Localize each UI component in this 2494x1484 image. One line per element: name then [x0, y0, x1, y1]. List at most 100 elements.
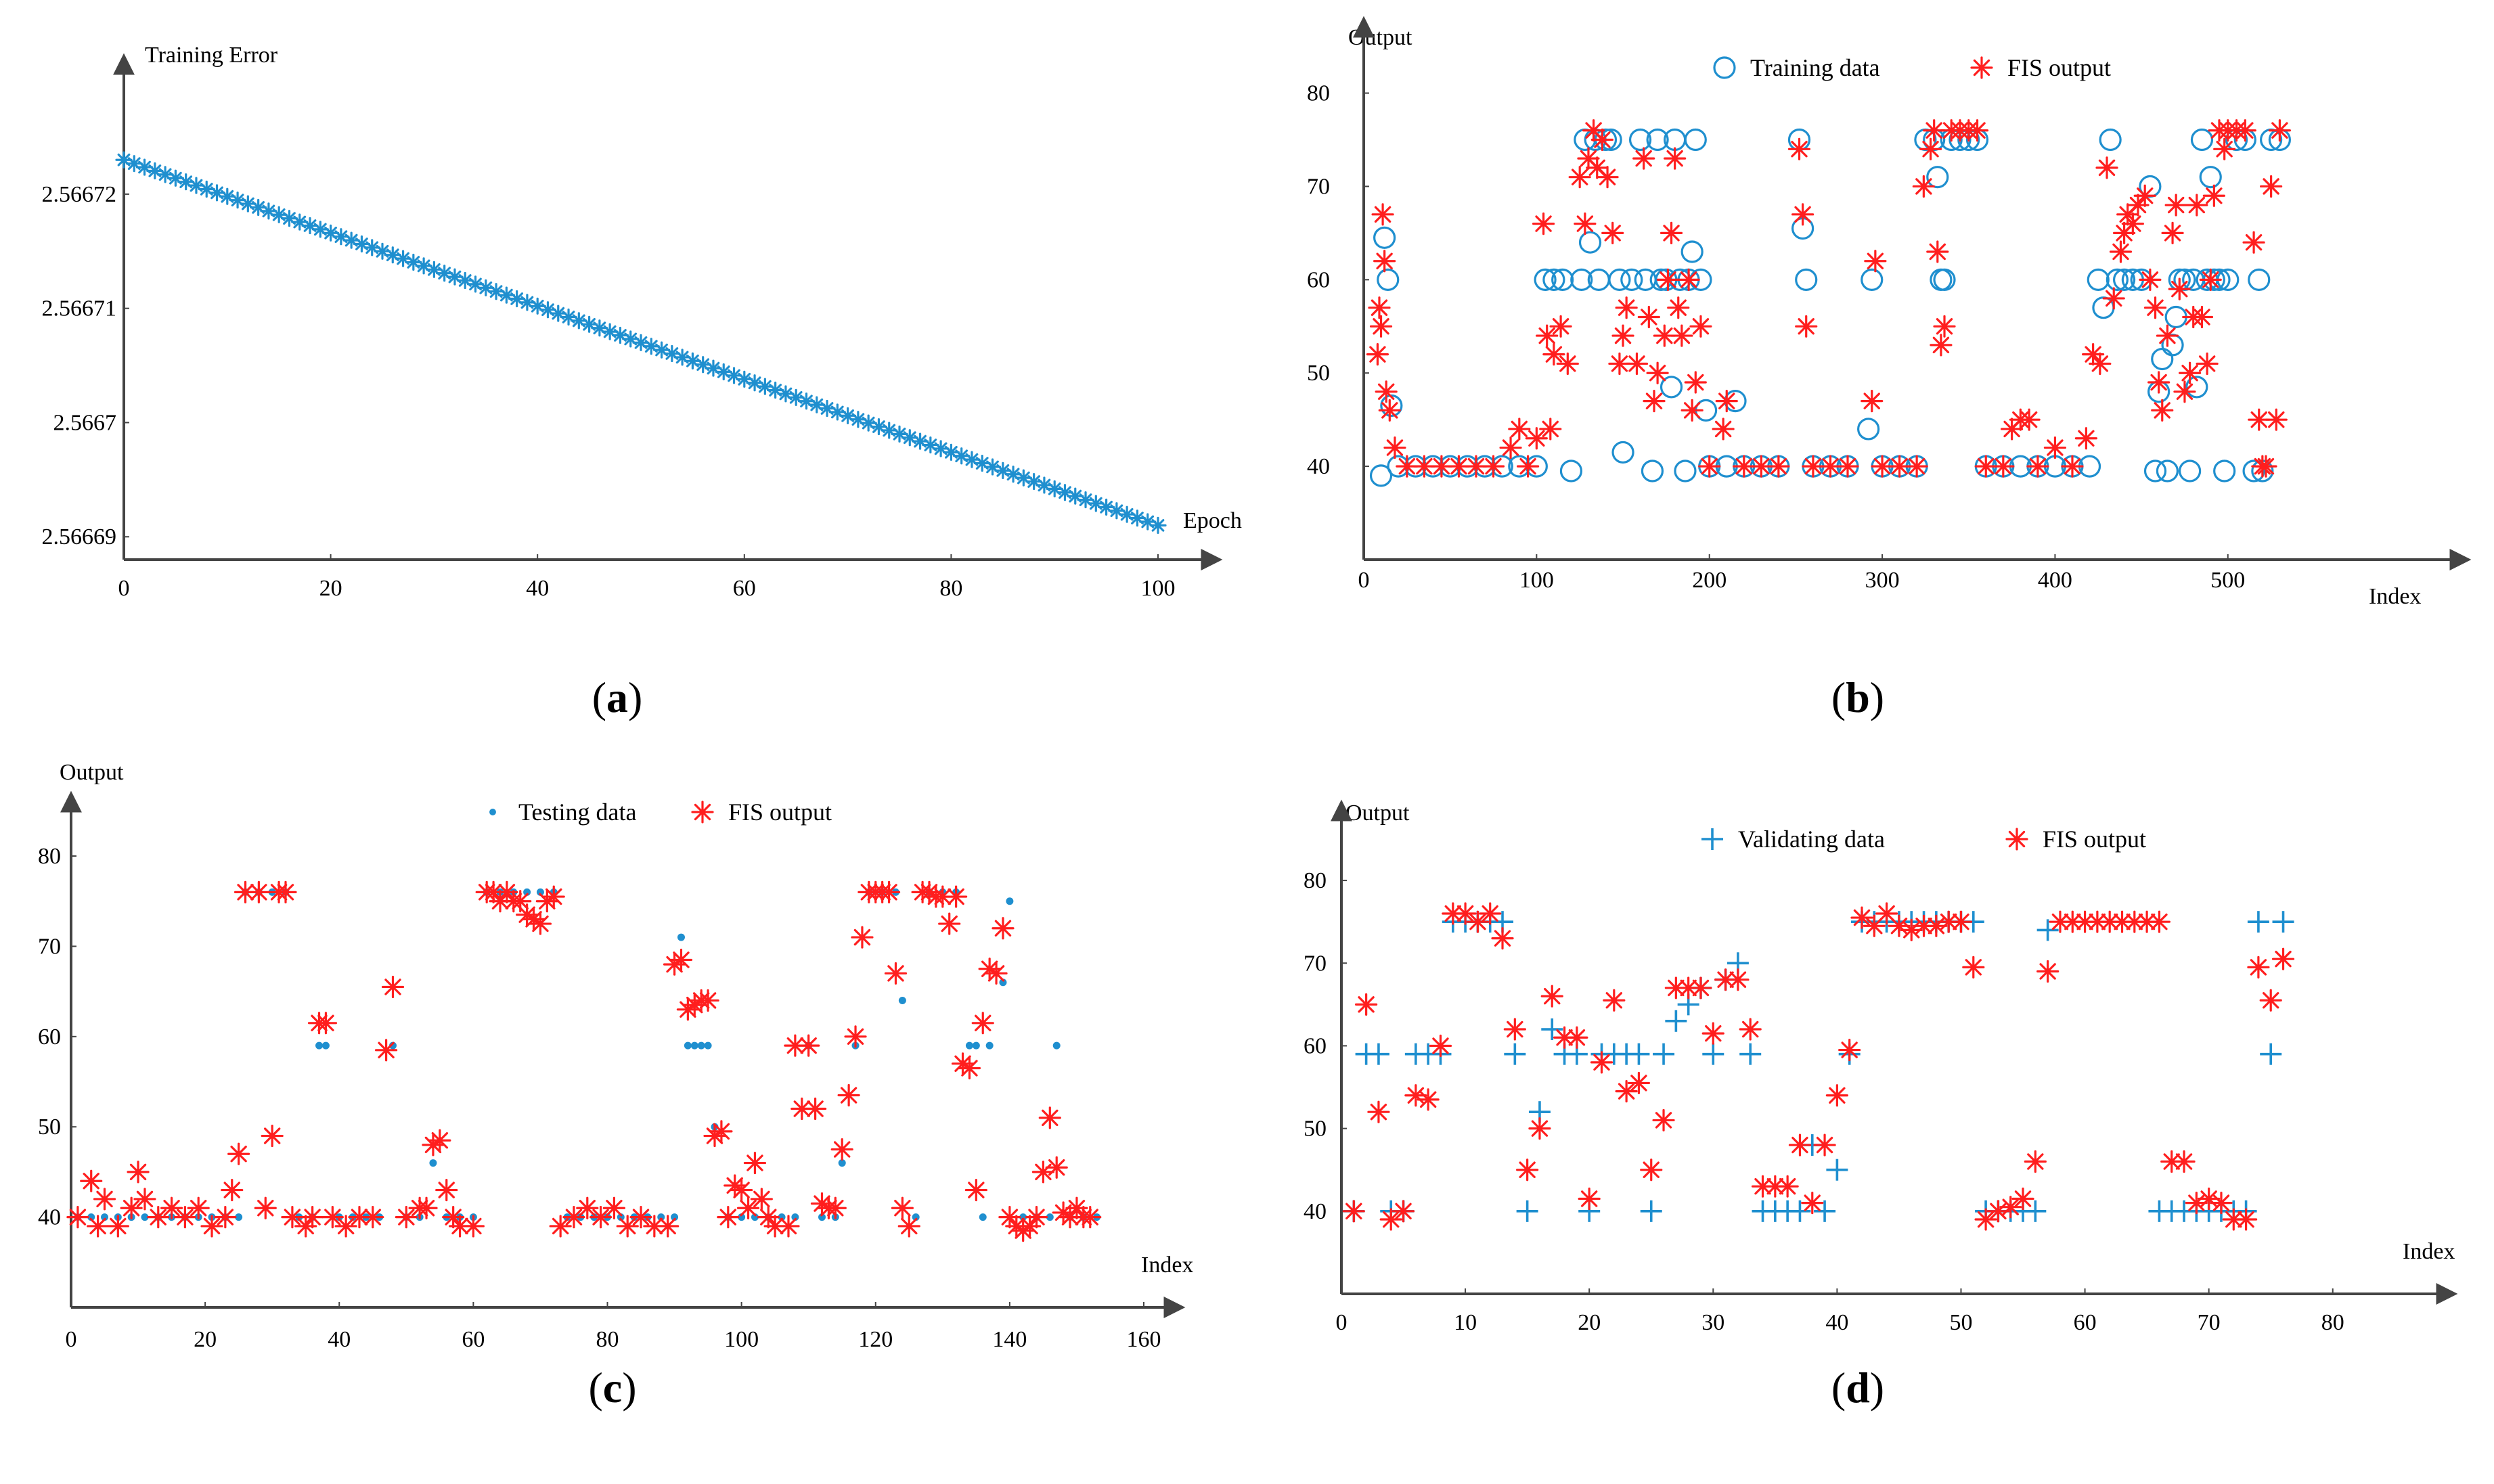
panel-b-xtick-label: 300	[1865, 568, 1900, 593]
panel-c-series2-point	[1079, 1206, 1102, 1229]
panel-c-series1-point	[972, 1041, 980, 1050]
panel-b-series2-point	[2233, 119, 2256, 142]
panel-d-series2-point	[1825, 1084, 1848, 1107]
panel-c-series2-point	[1045, 1156, 1068, 1179]
panel-b-series2-point	[1684, 371, 1707, 394]
panel-c-series2-point	[629, 1206, 652, 1229]
panel-b-series1-point	[1680, 240, 1704, 263]
panel-c-series1-point	[697, 1041, 705, 1050]
panel-b-series2-point	[1787, 137, 1811, 160]
panel-b-ytick-label: 50	[1307, 361, 1330, 386]
panel-b-series1-point	[2087, 268, 2110, 291]
panel-b-series2-point	[2026, 455, 2049, 478]
panel-c-series1-point	[1006, 897, 1014, 905]
panel-b-series2-point	[1556, 352, 1579, 376]
panel-b-series2-point	[2061, 455, 2084, 478]
panel-b-series1-point	[2185, 376, 2208, 399]
panel-d-series1-point	[1541, 1018, 1563, 1041]
panel-a-point	[901, 429, 918, 447]
panel-b-series2-point	[2196, 352, 2219, 376]
panel-d-xtick-label: 80	[2321, 1310, 2344, 1335]
panel-b-series1-point	[1369, 464, 1393, 487]
panel-c-legend-marker-2	[691, 801, 714, 824]
panel-d-series2-point	[1776, 1175, 1799, 1198]
panel-d-legend: Validating data FIS output	[1701, 826, 2146, 853]
panel-d-series2-point	[2110, 910, 2134, 933]
panel-b-series2-point	[1375, 380, 1398, 403]
panel-c-series2-point	[757, 1206, 780, 1229]
panel-b-series1-point	[1628, 128, 1652, 152]
panel-b-series2-point	[2143, 296, 2167, 319]
panel-b-series2-point	[1912, 175, 1935, 198]
panel-c-legend: Testing data FIS output	[489, 799, 832, 826]
panel-b-ylabel: Output	[1348, 25, 1412, 50]
panel-b-series2-point	[1430, 455, 1453, 478]
panel-c-series1-point	[751, 1213, 759, 1221]
panel-c-series2-point	[576, 1196, 599, 1219]
panel-b-series1-point	[1578, 231, 1602, 254]
panel-b-series2-point	[1499, 436, 1522, 459]
panel-a-ticks: 0 20 40 60 80 100 2.56672 2.56671 2.5667 2.56669	[42, 53, 1223, 601]
panel-b-series2-point	[1689, 315, 1712, 338]
panel-d-series1-point	[1516, 1200, 1538, 1222]
panel-c-series2-point	[750, 1188, 773, 1211]
panel-b-series2-point	[2156, 324, 2179, 347]
panel-c-series2-point	[763, 1215, 786, 1238]
panel-b-series2-point	[2151, 399, 2174, 422]
panel-b-series2-point	[2260, 175, 2283, 198]
panel-c-series2-point	[435, 1178, 458, 1202]
panel-a-point	[932, 440, 950, 457]
panel-c-series2-point	[992, 917, 1015, 940]
panel-a-point	[777, 385, 795, 403]
panel-b-series1-point	[2213, 459, 2236, 482]
panel-a-point	[1056, 484, 1074, 501]
panel-b-series1-point	[2248, 268, 2271, 291]
panel-b-series2-point	[1615, 296, 1638, 319]
panel-c-series2-point	[562, 1206, 585, 1229]
panel-b-series2-point	[1656, 268, 1680, 291]
panel-d-series2-point	[2247, 955, 2270, 979]
panel-c-series2-point	[221, 1178, 244, 1202]
panel-b-series2-point	[1715, 389, 1738, 413]
panel-c-series2-point	[1018, 1215, 1042, 1238]
panel-d-series1-point	[1739, 1043, 1762, 1065]
panel-d-series1-point	[2024, 1200, 2047, 1222]
panel-c-series2-point	[87, 1215, 110, 1238]
panel-d-series2-point	[1962, 955, 1985, 979]
panel-c-xtick-label: 80	[596, 1327, 619, 1352]
panel-b-series2-point	[2213, 137, 2236, 160]
panel-d-series2-point	[1652, 1108, 1675, 1132]
panel-b-series1-point	[1660, 376, 1683, 399]
panel-c-series1-point	[791, 1213, 799, 1221]
panel-c-series2-point	[1025, 1206, 1048, 1229]
panel-c-series2-point	[743, 1151, 767, 1175]
panel-c-series2-point	[529, 912, 552, 935]
panel-c-ytick-label: 40	[38, 1205, 61, 1230]
panel-b-series1-point	[2106, 268, 2129, 291]
panel-b-series2-point	[2265, 408, 2288, 431]
panel-b-series2-point	[1680, 399, 1704, 422]
panel-a-marks	[115, 151, 1167, 534]
panel-c-series2-point	[891, 1196, 914, 1219]
panel-d-ytick-label: 40	[1304, 1199, 1327, 1224]
panel-c-series1-point	[235, 1213, 243, 1221]
panel-d-series2-point	[1999, 1196, 2022, 1219]
panel-c-series2-point	[462, 1215, 485, 1238]
panel-c-series1-point	[87, 1213, 95, 1221]
panel-c-series1-point	[389, 1041, 397, 1050]
panel-b-series2-point	[1667, 296, 1690, 319]
panel-a-xtick-label: 40	[526, 576, 549, 601]
panel-d-series2-point	[1540, 985, 1563, 1008]
panel-b-series2-point	[1712, 418, 1735, 441]
panel-b-xtick-label: 500	[2210, 568, 2245, 593]
panel-b-series1-point	[1608, 268, 1631, 291]
panel-d-series2-point	[1838, 1038, 1861, 1062]
panel-b-ticks: 0 100 200 300 400 500 40 50 60 70 80	[1307, 16, 2472, 593]
panel-c-series1-point	[429, 1159, 437, 1167]
panel-c-series1-point	[818, 1213, 826, 1221]
panel-b-series2-point	[1861, 389, 1884, 413]
panel-c-series1-point	[657, 1213, 665, 1221]
panel-d-series2-point	[1850, 906, 1873, 929]
panel-d-xtick-label: 40	[1825, 1310, 1848, 1335]
